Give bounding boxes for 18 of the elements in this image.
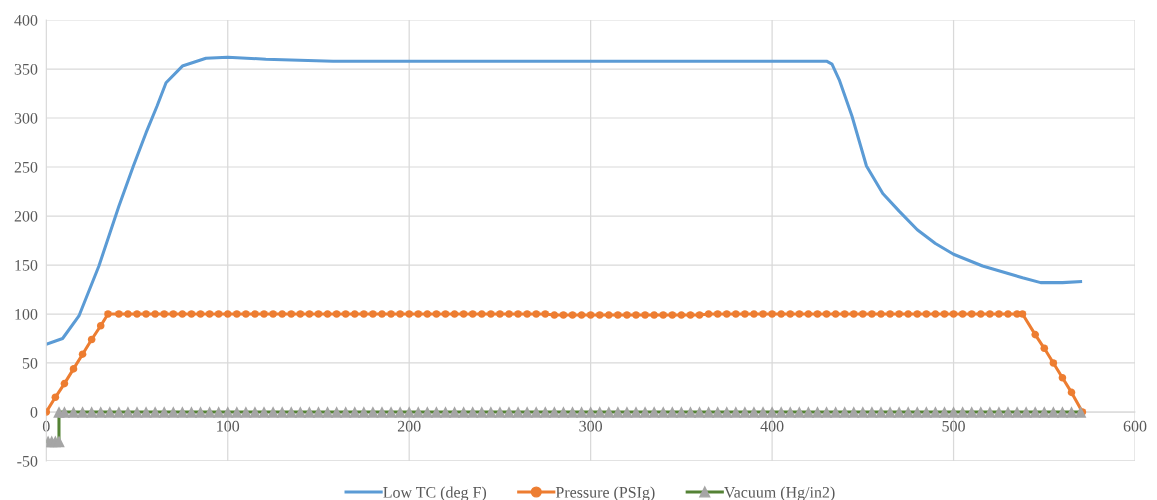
y-tick-label: -50 <box>17 455 38 467</box>
y-tick-label: 400 <box>14 14 38 26</box>
y-tick-label: 150 <box>15 259 38 271</box>
x-tick-label: 600 <box>1123 420 1147 432</box>
y-tick-label: 50 <box>22 357 38 369</box>
x-tick-label: 300 <box>579 420 603 432</box>
y-tick-label: 200 <box>14 210 38 222</box>
y-tick-label: 100 <box>15 308 38 320</box>
x-tick-label: 100 <box>217 420 240 432</box>
x-tick-label: 200 <box>397 420 421 432</box>
x-tick-label: 500 <box>942 420 965 432</box>
y-tick-label: 250 <box>14 161 38 173</box>
x-tick-label: 0 <box>42 420 50 432</box>
y-tick-label: 350 <box>14 63 38 75</box>
y-tick-label: 0 <box>30 406 38 418</box>
x-tick-label: 400 <box>760 420 784 432</box>
line-series <box>46 55 1083 346</box>
y-tick-label: 300 <box>14 112 38 124</box>
